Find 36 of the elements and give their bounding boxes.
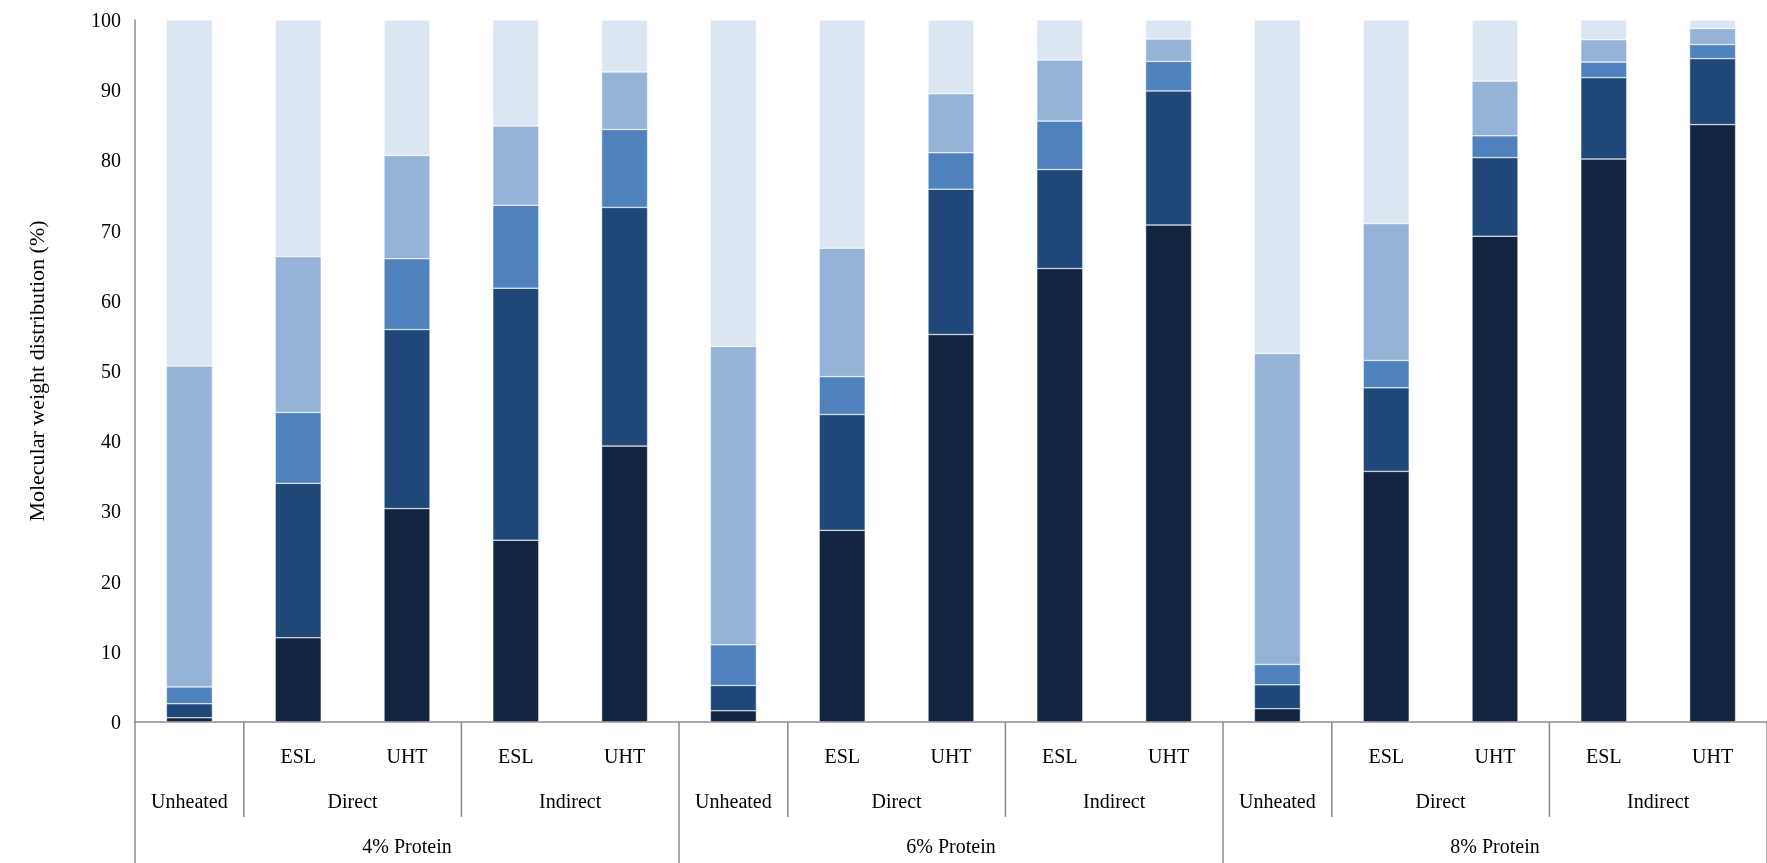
y-tick-label: 30: [101, 500, 121, 523]
text: 8% Protein: [1450, 835, 1540, 857]
text: Direct: [871, 790, 923, 812]
x-tick-label: ESL: [824, 745, 860, 767]
x-tick-label: UHT: [1692, 745, 1734, 767]
text: 6% Protein: [906, 835, 996, 857]
y-tick-label: 50: [101, 360, 121, 382]
y-tick-label: 0: [111, 711, 121, 733]
text: Direct: [327, 790, 379, 812]
x-tick-label: UHT: [930, 745, 972, 767]
text: Direct: [1415, 790, 1467, 812]
text: 4% Protein: [362, 835, 452, 857]
x-tick-label: ESL: [498, 745, 534, 767]
x-tick-label: UHT: [604, 745, 646, 767]
y-tick-label: 80: [101, 149, 121, 172]
y-tick-label: 90: [101, 79, 121, 102]
x-tick-label: UHT: [1474, 745, 1516, 767]
text: Unheated: [1239, 790, 1316, 812]
y-axis-title: Molecular weight distribution (%): [23, 220, 49, 522]
x-tick-label: UHT: [386, 745, 428, 767]
x-tick-label: ESL: [1586, 745, 1622, 767]
x-tick-label: ESL: [1042, 745, 1078, 767]
y-tick-label: 70: [101, 219, 121, 242]
x-tick-label: ESL: [1368, 745, 1404, 767]
y-tick-label: 100: [91, 9, 121, 31]
y-tick-label: 60: [101, 289, 121, 312]
text: Unheated: [151, 790, 228, 812]
x-tick-label: ESL: [280, 745, 316, 767]
text: Indirect: [1627, 790, 1690, 812]
text: Unheated: [695, 790, 772, 812]
y-tick-label: 10: [101, 640, 121, 663]
text: Indirect: [1083, 790, 1146, 812]
y-tick-label: 20: [101, 570, 121, 593]
y-tick-label: 40: [101, 430, 121, 453]
text: Indirect: [539, 790, 602, 812]
x-tick-label: UHT: [1148, 745, 1190, 767]
